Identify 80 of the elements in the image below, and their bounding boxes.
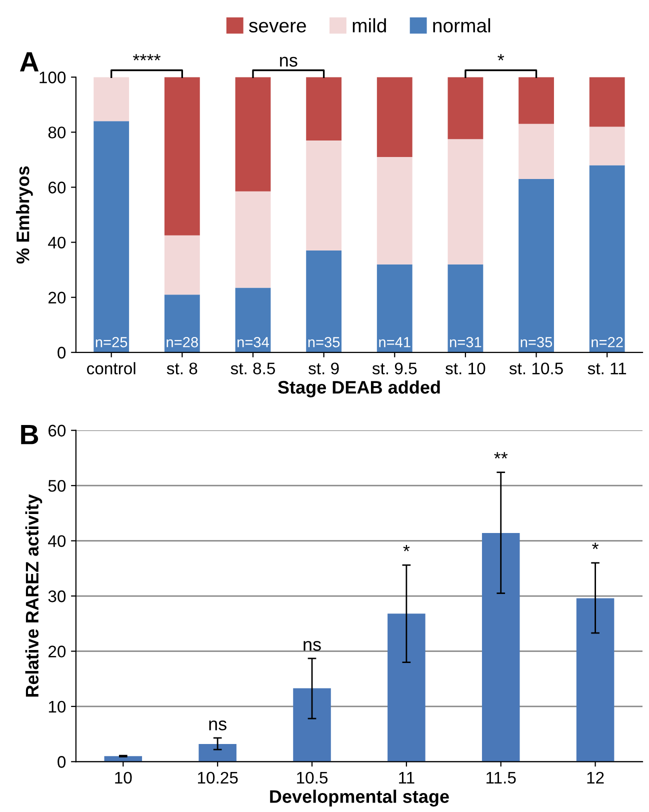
annotation: n=22	[592, 336, 623, 348]
y-tick-label: 0	[58, 346, 66, 359]
x-tick-label: control	[87, 362, 136, 374]
bar	[376, 156, 412, 264]
x-tick-label: st. 9.5	[372, 362, 417, 374]
y-tick-label: 10	[48, 700, 66, 713]
legend-label: normal	[433, 18, 490, 32]
bar	[518, 124, 554, 179]
y-tick-label: 0	[58, 756, 66, 768]
legend-label: mild	[352, 18, 386, 32]
bar	[448, 77, 484, 140]
bar	[448, 139, 484, 264]
bar	[448, 264, 484, 352]
y-tick-label: 40	[48, 236, 66, 249]
bar	[376, 264, 412, 352]
y-tick-label: 30	[48, 590, 66, 602]
annotation: n=35	[520, 336, 552, 348]
bar	[293, 688, 331, 762]
annotation: ns	[280, 56, 298, 67]
annotation: ns	[209, 720, 226, 730]
bar	[164, 294, 200, 352]
bar	[518, 77, 554, 124]
bar	[589, 165, 625, 352]
annotation: ns	[304, 640, 321, 651]
annotation: n=34	[238, 336, 269, 348]
text: B	[21, 425, 38, 444]
bar	[576, 598, 614, 762]
x-tick-label: 11.5	[486, 772, 516, 784]
bar	[306, 140, 342, 251]
bar	[482, 533, 520, 762]
annotation: n=25	[96, 336, 128, 348]
x-tick-label: 12	[587, 772, 604, 784]
bar	[388, 614, 426, 762]
annotation: *	[592, 542, 599, 550]
annotation: ****	[132, 54, 161, 60]
x-tick-label: st. 8	[166, 362, 198, 374]
bar	[235, 77, 271, 192]
x-tick-label: st. 10	[446, 362, 486, 374]
x-tick-label: 10	[115, 772, 132, 784]
x-tick-label: 11	[399, 772, 414, 784]
x-axis-title: Developmental stage	[270, 790, 449, 807]
x-tick-label: 10.25	[198, 772, 238, 784]
bar	[235, 191, 271, 288]
bar	[306, 77, 342, 140]
y-tick-label: 40	[48, 535, 66, 547]
bar	[589, 126, 625, 166]
legend-label: severe	[249, 22, 306, 32]
annotation: n=28	[166, 336, 198, 348]
bar	[589, 77, 625, 127]
annotation: n=41	[379, 337, 410, 348]
y-axis-title: % Embryos	[16, 166, 33, 264]
x-tick-label: st. 9	[308, 362, 339, 374]
x-tick-label: 10.5	[297, 772, 328, 784]
y-tick-label: 80	[48, 126, 66, 138]
x-tick-label: st. 8.5	[230, 362, 275, 374]
x-axis-title: Stage DEAB added	[278, 380, 440, 398]
bar	[94, 77, 130, 122]
y-tick-label: 60	[48, 424, 66, 437]
bar	[518, 178, 554, 352]
bar	[164, 235, 200, 295]
y-tick-label: 20	[48, 646, 66, 658]
y-tick-label: 60	[48, 182, 66, 194]
annotation: *	[403, 544, 410, 552]
annotation: n=31	[450, 336, 482, 348]
bar	[235, 288, 271, 352]
text: A	[20, 52, 39, 72]
annotation: **	[494, 452, 508, 459]
bar	[306, 250, 342, 352]
bar	[164, 77, 200, 236]
y-tick-label: 100	[40, 72, 66, 84]
y-tick-label: 50	[48, 480, 66, 492]
bar	[376, 77, 412, 157]
bar	[94, 121, 130, 352]
annotation: *	[498, 54, 504, 60]
y-axis-title: Relative RAREZ activity	[25, 494, 42, 697]
annotation: n=35	[308, 336, 340, 348]
x-tick-label: st. 10.5	[509, 362, 563, 374]
x-tick-label: st. 11	[588, 362, 626, 374]
bar	[198, 744, 236, 762]
y-tick-label: 20	[48, 292, 66, 304]
